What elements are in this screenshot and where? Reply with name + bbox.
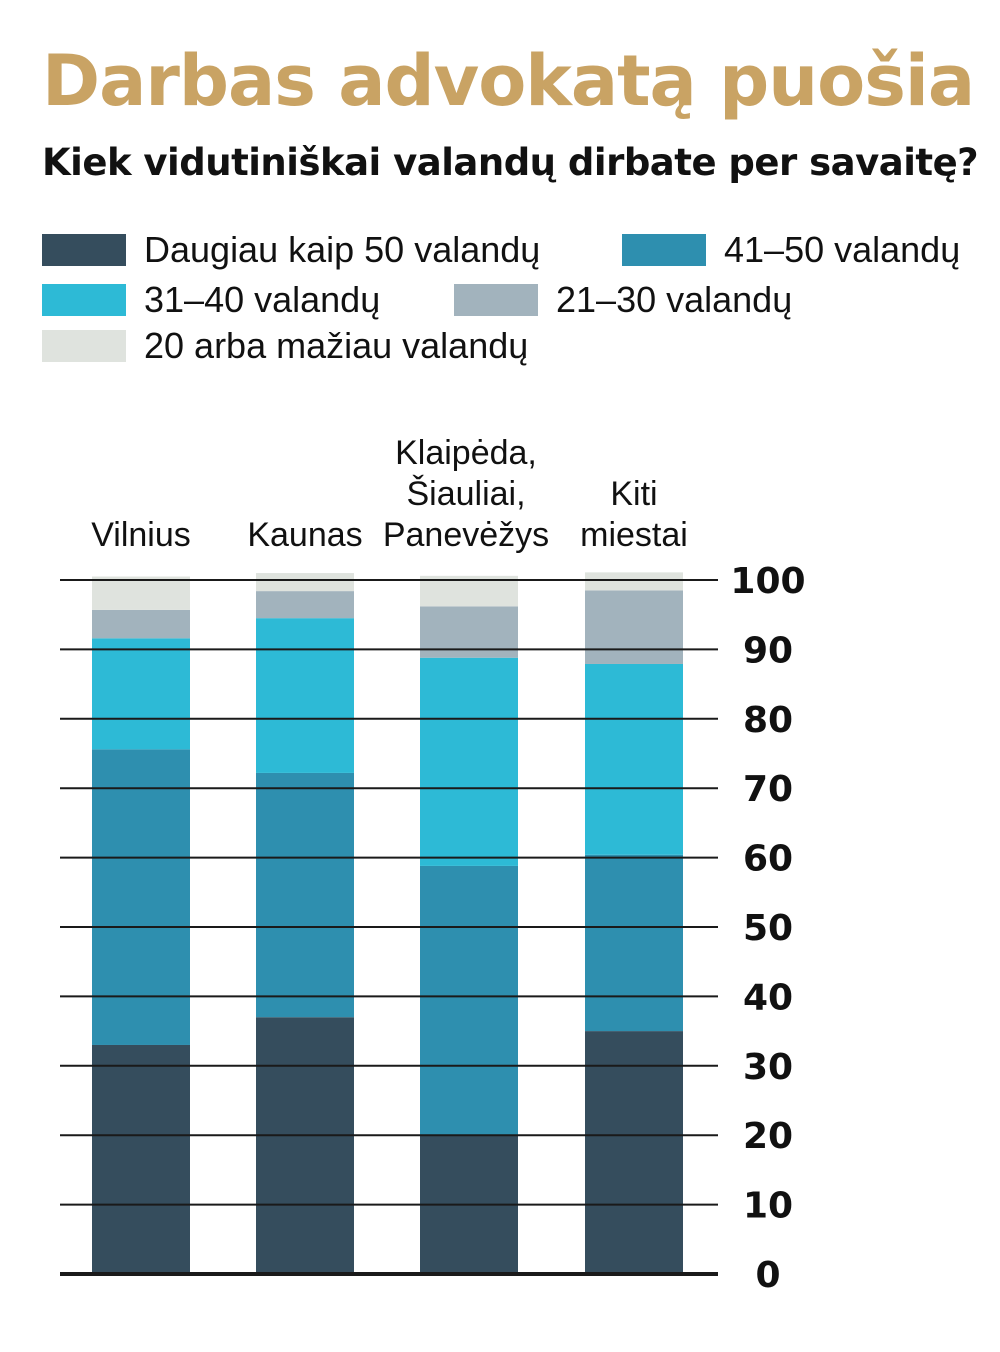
y-tick-label-40: 40 xyxy=(743,977,793,1018)
bar-segment-0-2 xyxy=(92,638,190,750)
bar-segment-1-1 xyxy=(256,772,354,1018)
y-tick-label-30: 30 xyxy=(743,1047,793,1088)
y-tick-label-20: 20 xyxy=(743,1116,793,1157)
bar-segment-1-4 xyxy=(256,573,354,592)
y-tick-label-0: 0 xyxy=(755,1255,780,1296)
bar-segment-3-4 xyxy=(585,572,683,591)
category-label-kiti-miestai: Kiti miestai xyxy=(580,475,688,554)
legend-swatch-over-50 xyxy=(42,234,126,266)
category-label-kaunas: Kaunas xyxy=(247,516,363,554)
bar-segment-0-0 xyxy=(92,1044,190,1274)
bar-segment-1-0 xyxy=(256,1017,354,1274)
bar-segment-1-3 xyxy=(256,591,354,619)
bar-segment-0-1 xyxy=(92,749,190,1045)
bar-segment-3-3 xyxy=(585,590,683,664)
gridlines-layer xyxy=(60,579,718,1276)
bar-segment-0-3 xyxy=(92,609,190,639)
y-tick-label-50: 50 xyxy=(743,908,793,949)
category-label-klaipeda-siauliai-panevezys: Klaipėda, Šiauliai, Panevėžys xyxy=(382,434,550,554)
y-tick-labels: 0 10 20 30 40 50 60 70 80 90 100 xyxy=(730,561,805,1296)
legend-label-21-30: 21–30 valandų xyxy=(556,279,793,320)
y-tick-label-60: 60 xyxy=(743,839,793,880)
bar-segment-2-2 xyxy=(420,657,518,866)
bar-segment-1-2 xyxy=(256,618,354,773)
legend-swatch-21-30 xyxy=(454,284,538,316)
legend-swatch-31-40 xyxy=(42,284,126,316)
bars-layer xyxy=(92,572,683,1274)
chart-title: Darbas advokatą puošia xyxy=(42,40,975,122)
category-label-vilnius: Vilnius xyxy=(91,516,191,554)
legend-swatch-41-50 xyxy=(622,234,706,266)
legend-label-31-40: 31–40 valandų xyxy=(144,279,381,320)
legend-swatch-20-or-less xyxy=(42,330,126,362)
chart-subtitle: Kiek vidutiniškai valandų dirbate per sa… xyxy=(42,141,979,184)
y-tick-label-90: 90 xyxy=(743,630,793,671)
y-tick-label-100: 100 xyxy=(730,561,805,602)
bar-segment-3-0 xyxy=(585,1031,683,1274)
bar-segment-3-1 xyxy=(585,854,683,1032)
legend-label-over-50: Daugiau kaip 50 valandų xyxy=(144,229,541,270)
bar-segment-0-4 xyxy=(92,576,190,610)
bar-segment-2-1 xyxy=(420,865,518,1136)
legend-label-41-50: 41–50 valandų xyxy=(724,229,961,270)
legend-label-20-or-less: 20 arba mažiau valandų xyxy=(144,325,529,366)
y-tick-label-70: 70 xyxy=(743,769,793,810)
bar-segment-3-2 xyxy=(585,663,683,855)
y-tick-label-10: 10 xyxy=(743,1186,793,1227)
y-tick-label-80: 80 xyxy=(743,700,793,741)
